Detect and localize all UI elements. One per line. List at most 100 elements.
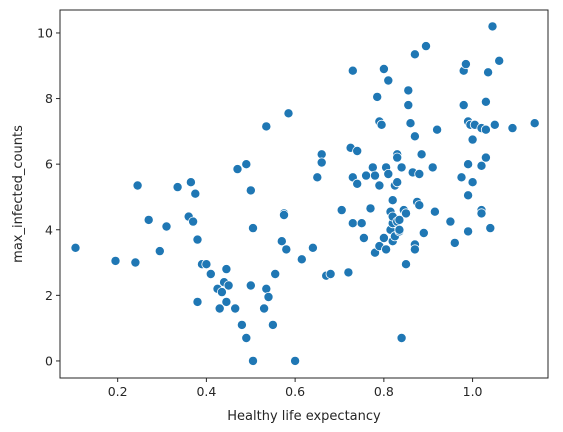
data-point: [270, 268, 281, 279]
data-point: [463, 159, 474, 170]
data-point: [232, 164, 243, 175]
data-point: [418, 227, 429, 238]
y-tick-label: 2: [45, 288, 53, 303]
data-point: [456, 172, 467, 183]
data-point: [376, 119, 387, 130]
data-point: [394, 224, 405, 235]
data-point: [185, 177, 196, 188]
data-point: [312, 172, 323, 183]
data-point: [429, 206, 440, 217]
data-point: [132, 180, 143, 191]
data-point: [403, 100, 414, 111]
data-point: [449, 237, 460, 248]
data-point: [420, 41, 431, 52]
data-point: [387, 195, 398, 206]
data-point: [236, 319, 247, 330]
data-point: [276, 236, 287, 247]
x-axis-label: Healthy life expectancy: [227, 409, 381, 424]
data-point: [347, 65, 358, 76]
data-point: [383, 75, 394, 86]
data-point: [476, 208, 487, 219]
x-axis-ticks: 0.2 0.4 0.6 0.8 1.0: [108, 378, 483, 399]
data-point: [347, 218, 358, 229]
data-point: [110, 255, 121, 266]
data-point: [381, 244, 392, 255]
data-point: [325, 268, 336, 279]
data-point: [278, 209, 289, 220]
data-point: [480, 152, 491, 163]
data-point: [427, 162, 438, 173]
y-tick-label: 0: [45, 353, 53, 368]
data-point: [70, 242, 81, 253]
y-axis-label: max_infected_counts: [11, 125, 26, 263]
data-point: [374, 180, 385, 191]
data-point: [483, 67, 494, 78]
data-point: [307, 242, 318, 253]
data-point: [221, 296, 232, 307]
data-point: [358, 232, 369, 243]
data-point: [143, 214, 154, 225]
data-point: [383, 168, 394, 179]
data-point: [221, 264, 232, 275]
data-point: [188, 216, 199, 227]
data-point: [281, 244, 292, 255]
plot-frame: [59, 9, 549, 379]
data-point: [392, 152, 403, 163]
data-point: [494, 55, 505, 66]
data-point: [392, 177, 403, 188]
data-point: [467, 134, 478, 145]
data-point: [414, 200, 425, 211]
data-point: [259, 303, 270, 314]
data-point: [290, 355, 301, 366]
data-point: [409, 49, 420, 60]
data-point: [372, 91, 383, 102]
data-point: [352, 145, 363, 156]
data-point: [463, 190, 474, 201]
data-point: [261, 121, 272, 132]
x-tick-label: 0.2: [108, 384, 128, 399]
data-point: [416, 149, 427, 160]
data-point: [283, 108, 294, 119]
data-point: [245, 280, 256, 291]
data-point: [190, 188, 201, 199]
data-point: [223, 280, 234, 291]
x-tick-label: 1.0: [463, 384, 483, 399]
data-point: [378, 232, 389, 243]
data-point: [336, 205, 347, 216]
data-point: [460, 59, 471, 70]
data-point: [369, 170, 380, 181]
data-point: [489, 119, 500, 130]
data-point: [414, 168, 425, 179]
data-point: [365, 203, 376, 214]
data-point: [458, 100, 469, 111]
data-point: [130, 257, 141, 268]
data-point: [367, 162, 378, 173]
data-point: [463, 226, 474, 237]
data-point: [487, 21, 498, 32]
data-point: [485, 223, 496, 234]
data-point: [267, 319, 278, 330]
points-layer: [70, 21, 540, 366]
data-point: [154, 246, 165, 257]
data-point: [230, 303, 241, 314]
data-point: [400, 259, 411, 270]
data-point: [192, 296, 203, 307]
data-point: [241, 332, 252, 343]
data-point: [396, 162, 407, 173]
data-point: [205, 268, 216, 279]
data-point: [296, 254, 307, 265]
data-point: [480, 96, 491, 107]
data-point: [261, 283, 272, 294]
data-point: [245, 185, 256, 196]
data-point: [161, 221, 172, 232]
data-point: [214, 303, 225, 314]
data-point: [192, 234, 203, 245]
data-point: [432, 124, 443, 135]
data-point: [405, 118, 416, 129]
data-point: [409, 244, 420, 255]
data-point: [403, 85, 414, 96]
data-point: [241, 159, 252, 170]
data-point: [467, 177, 478, 188]
data-point: [480, 124, 491, 135]
